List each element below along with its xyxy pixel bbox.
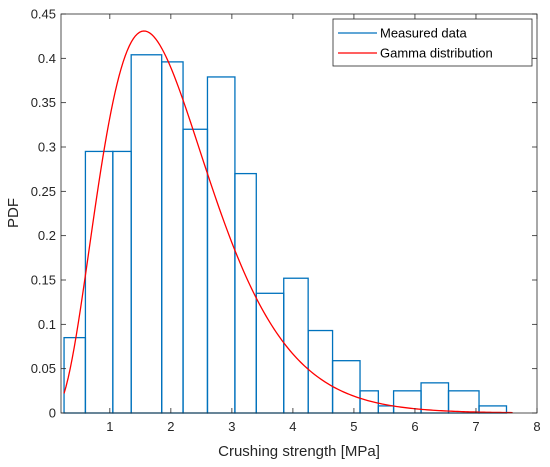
y-axis: 0 0.05 0.1 0.15 0.2 0.25 0.3 0.35 0.4 0.45	[31, 7, 537, 421]
legend-box	[332, 18, 533, 67]
x-tick-label: 7	[472, 419, 479, 434]
y-tick-label: 0.15	[31, 273, 56, 288]
y-tick-label: 0.2	[38, 228, 56, 243]
plot-background	[61, 14, 537, 413]
y-tick-label: 0.1	[38, 317, 56, 332]
x-axis-label: Crushing strength [MPa]	[218, 443, 380, 460]
y-axis-label: PDF	[5, 198, 22, 228]
x-tick-label: 2	[167, 419, 174, 434]
x-tick-label: 3	[228, 419, 235, 434]
y-tick-label: 0.35	[31, 95, 56, 110]
legend-label-measured: Measured data	[380, 26, 467, 41]
plot-area	[60, 13, 538, 414]
x-tick-label: 4	[289, 419, 296, 434]
gamma-curve	[63, 30, 513, 414]
x-axis: 1 2 3 4 5 6 7 8	[106, 14, 541, 434]
plot-frame	[60, 13, 538, 414]
y-tick-label: 0	[49, 406, 56, 421]
x-tick-label: 1	[106, 419, 113, 434]
x-tick-label: 8	[533, 419, 540, 434]
legend: Measured data Gamma distribution	[332, 18, 533, 67]
x-tick-label: 6	[411, 419, 418, 434]
y-tick-label: 0.3	[38, 140, 56, 155]
y-tick-label: 0.4	[38, 51, 56, 66]
y-tick-label: 0.25	[31, 184, 56, 199]
y-tick-label: 0.05	[31, 361, 56, 376]
y-tick-label: 0.45	[31, 7, 56, 22]
x-tick-label: 5	[350, 419, 357, 434]
legend-label-gamma: Gamma distribution	[380, 46, 493, 61]
